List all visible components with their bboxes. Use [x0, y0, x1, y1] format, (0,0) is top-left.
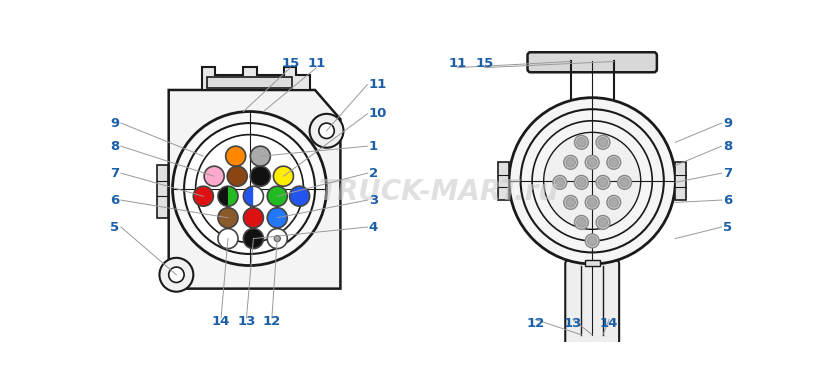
Circle shape	[617, 175, 632, 189]
Circle shape	[596, 175, 610, 189]
Polygon shape	[169, 90, 340, 289]
Circle shape	[609, 198, 618, 207]
Circle shape	[169, 267, 184, 283]
Text: 13: 13	[564, 317, 582, 330]
Wedge shape	[218, 186, 228, 206]
Circle shape	[588, 198, 597, 207]
Circle shape	[244, 208, 264, 228]
Circle shape	[509, 98, 675, 264]
Circle shape	[598, 138, 607, 147]
Circle shape	[620, 178, 629, 187]
FancyBboxPatch shape	[528, 52, 657, 72]
Circle shape	[577, 138, 586, 147]
Text: 5: 5	[723, 220, 732, 233]
Circle shape	[543, 132, 641, 229]
Circle shape	[228, 166, 247, 186]
Text: 7: 7	[723, 167, 732, 180]
Circle shape	[553, 175, 567, 189]
Polygon shape	[202, 67, 310, 90]
Circle shape	[575, 175, 588, 189]
Circle shape	[577, 218, 586, 227]
Circle shape	[196, 135, 303, 242]
Text: 6: 6	[110, 194, 119, 207]
Circle shape	[588, 158, 597, 167]
Wedge shape	[228, 186, 238, 206]
Circle shape	[250, 166, 270, 186]
Text: 7: 7	[110, 167, 119, 180]
Text: 11: 11	[369, 78, 387, 91]
Wedge shape	[244, 186, 254, 206]
Circle shape	[267, 208, 287, 228]
Circle shape	[564, 195, 578, 209]
Circle shape	[585, 195, 599, 209]
Circle shape	[193, 186, 213, 206]
Circle shape	[564, 156, 578, 169]
Circle shape	[606, 195, 621, 209]
Circle shape	[244, 228, 264, 248]
Circle shape	[218, 228, 238, 248]
Circle shape	[598, 218, 607, 227]
Circle shape	[585, 234, 599, 248]
Wedge shape	[254, 186, 264, 206]
Circle shape	[588, 236, 597, 245]
Text: 12: 12	[263, 315, 281, 328]
Circle shape	[606, 156, 621, 169]
Circle shape	[596, 215, 610, 229]
Text: 14: 14	[600, 317, 618, 330]
Circle shape	[575, 215, 588, 229]
Circle shape	[310, 114, 344, 148]
Circle shape	[575, 136, 588, 149]
Text: TRUCK-MART.ru: TRUCK-MART.ru	[318, 179, 559, 206]
Circle shape	[290, 186, 310, 206]
Circle shape	[598, 178, 607, 187]
Text: 6: 6	[723, 194, 732, 207]
Circle shape	[250, 146, 270, 166]
FancyBboxPatch shape	[565, 260, 619, 345]
Circle shape	[267, 228, 287, 248]
Text: 8: 8	[723, 140, 732, 153]
Circle shape	[218, 208, 238, 228]
Text: 9: 9	[110, 117, 119, 129]
Circle shape	[160, 258, 193, 292]
Text: 11: 11	[307, 56, 326, 70]
Circle shape	[596, 136, 610, 149]
Circle shape	[274, 235, 281, 242]
Text: 12: 12	[526, 317, 544, 330]
Circle shape	[204, 166, 224, 186]
Text: 11: 11	[449, 56, 466, 70]
Circle shape	[184, 123, 315, 254]
Circle shape	[274, 166, 293, 186]
Text: 8: 8	[110, 140, 119, 153]
Text: 3: 3	[369, 194, 378, 207]
Text: 13: 13	[237, 315, 255, 328]
Text: 5: 5	[110, 220, 119, 233]
Bar	[498, 162, 509, 200]
Text: 10: 10	[369, 108, 387, 120]
Circle shape	[566, 198, 575, 207]
Text: 2: 2	[369, 167, 378, 180]
Circle shape	[226, 146, 246, 166]
Text: 15: 15	[281, 56, 300, 70]
Bar	[157, 166, 168, 218]
Circle shape	[566, 158, 575, 167]
Bar	[207, 77, 292, 88]
Circle shape	[319, 123, 334, 139]
Circle shape	[555, 178, 564, 187]
Circle shape	[609, 158, 618, 167]
Circle shape	[267, 186, 287, 206]
Text: 4: 4	[369, 220, 378, 233]
Text: 1: 1	[369, 140, 378, 153]
Circle shape	[172, 111, 327, 265]
Circle shape	[577, 178, 586, 187]
Text: 15: 15	[475, 56, 494, 70]
Circle shape	[585, 156, 599, 169]
Bar	[585, 260, 600, 266]
Bar	[675, 162, 686, 200]
Text: 9: 9	[723, 117, 732, 129]
Text: 14: 14	[212, 315, 230, 328]
